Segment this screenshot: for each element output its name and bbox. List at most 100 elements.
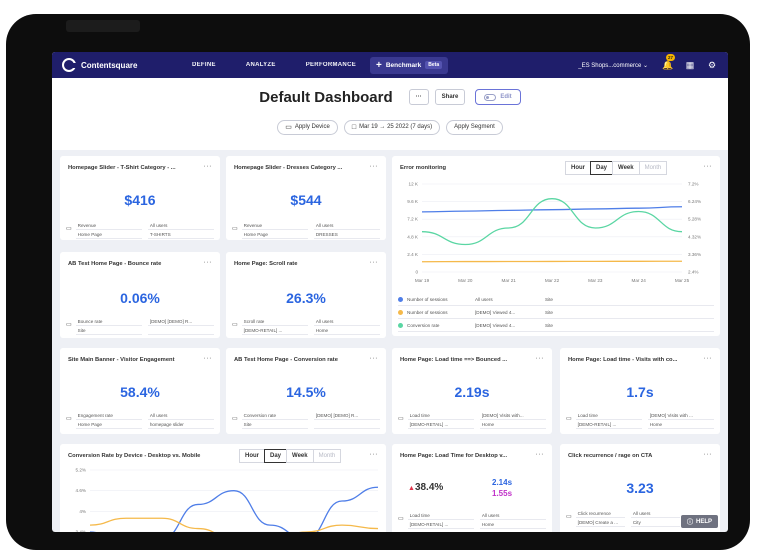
series-line-0 bbox=[421, 206, 683, 213]
card-device-conversion[interactable]: Conversion Rate by Device - Desktop vs. … bbox=[60, 444, 386, 532]
card-bounce-rate[interactable]: AB Test Home Page - Bounce rate ··· 0.06… bbox=[60, 252, 220, 338]
brand-logo[interactable]: Contentsquare bbox=[62, 58, 172, 72]
granularity-hour[interactable]: Hour bbox=[565, 161, 591, 175]
device-icon: ▭ bbox=[285, 124, 292, 131]
card-more-button[interactable]: ··· bbox=[535, 355, 544, 362]
card-more-button[interactable]: ··· bbox=[703, 355, 712, 362]
card-meta: ▭ Engagement rate All users Home Page ho… bbox=[66, 412, 214, 429]
card-more-button[interactable]: ··· bbox=[369, 163, 378, 170]
card-title: Home Page: Load time ==> Bounced ... bbox=[400, 357, 508, 363]
x-tick-label: Mar 21 bbox=[502, 278, 517, 283]
bell-icon[interactable]: 🔔 27 bbox=[662, 54, 676, 70]
card-meta: ▭ Bounce rate [DEMO] [DEMO] R... Site bbox=[66, 318, 214, 335]
granularity-hour[interactable]: Hour bbox=[239, 449, 265, 463]
card-more-button[interactable]: ··· bbox=[703, 163, 712, 170]
series-line-0 bbox=[90, 486, 379, 532]
card-error-monitoring[interactable]: Error monitoring Hour Day Week Month ···… bbox=[392, 156, 720, 336]
nav-define[interactable]: DEFINE bbox=[192, 62, 216, 68]
y-right-tick-label: 2.4% bbox=[688, 270, 698, 275]
apply-segment-button[interactable]: Apply Segment bbox=[446, 119, 503, 135]
meta-metric: Load time bbox=[407, 412, 474, 420]
card-meta: ▭ Revenue All users Home Page T-SHIRTS bbox=[66, 222, 214, 239]
granularity-month[interactable]: Month bbox=[638, 161, 668, 175]
help-button[interactable]: ⓘ HELP bbox=[680, 515, 718, 528]
x-tick-label: Mar 25 bbox=[675, 278, 690, 283]
card-loadtime-desktop[interactable]: Home Page: Load Time for Desktop v... ··… bbox=[392, 444, 552, 532]
granularity-month[interactable]: Month bbox=[312, 449, 342, 463]
card-more-button[interactable]: ··· bbox=[369, 355, 378, 362]
dashboard-more-button[interactable]: ··· bbox=[408, 89, 429, 105]
meta-segment: All users bbox=[147, 412, 214, 420]
meta-zone: Home bbox=[479, 421, 546, 429]
x-tick-label: Mar 20 bbox=[458, 278, 473, 283]
meta-zone: homepage slider bbox=[147, 421, 214, 429]
plus-icon: + bbox=[376, 59, 382, 71]
legend-row: Number of sessions [DEMO] Viewed 4... Si… bbox=[398, 307, 714, 319]
meta-metric: Revenue bbox=[75, 222, 142, 230]
x-tick-label: Mar 24 bbox=[632, 278, 647, 283]
kpi-value: 3.23 bbox=[626, 480, 654, 496]
nav-performance[interactable]: PERFORMANCE bbox=[305, 62, 357, 68]
granularity-week[interactable]: Week bbox=[286, 449, 314, 463]
card-banner-engagement[interactable]: Site Main Banner - Visitor Engagement ··… bbox=[60, 348, 220, 434]
card-more-button[interactable]: ··· bbox=[535, 451, 544, 458]
card-more-button[interactable]: ··· bbox=[203, 163, 212, 170]
card-more-button[interactable]: ··· bbox=[369, 259, 378, 266]
legend-segment: All users bbox=[475, 297, 493, 302]
card-conversion-rate[interactable]: AB Test Home Page - Conversion rate ··· … bbox=[226, 348, 386, 434]
apps-grid-icon[interactable]: ▦ bbox=[685, 59, 695, 70]
dashboard-header: Default Dashboard ··· Share Edit ▭ Apply … bbox=[52, 78, 728, 150]
meta-zone: Home bbox=[647, 421, 714, 429]
date-range-button[interactable]: □ Mar 19 → 25 2022 (7 days) bbox=[343, 119, 441, 135]
device-conversion-chart: 3.4% 4% 4.6% 5.2% bbox=[76, 468, 379, 532]
nav-analyze[interactable]: ANALYZE bbox=[245, 62, 276, 68]
apply-device-button[interactable]: ▭ Apply Device bbox=[277, 119, 338, 135]
app-screen: Contentsquare DEFINE ANALYZE PERFORMANCE… bbox=[52, 52, 728, 532]
legend-segment: [DEMO] Viewed 4... bbox=[475, 310, 516, 315]
card-title: Home Page: Scroll rate bbox=[234, 261, 298, 267]
edit-toggle-button[interactable]: Edit bbox=[475, 89, 521, 105]
meta-segment: All users bbox=[313, 318, 380, 326]
meta-segment: [DEMO] Visits with... bbox=[479, 412, 546, 420]
granularity-week[interactable]: Week bbox=[612, 161, 640, 175]
kpi-value: 2.19s bbox=[454, 384, 490, 400]
card-loadtime-bounced[interactable]: Home Page: Load time ==> Bounced ... ···… bbox=[392, 348, 552, 434]
card-title: AB Test Home Page - Conversion rate bbox=[234, 357, 338, 363]
arrow-up-icon: ▲ bbox=[408, 485, 415, 492]
meta-zone: T-SHIRTS bbox=[147, 231, 214, 239]
meta-page: Home Page bbox=[75, 421, 142, 429]
kpi-value: 58.4% bbox=[120, 384, 160, 400]
card-more-button[interactable]: ··· bbox=[203, 355, 212, 362]
meta-page: Site bbox=[75, 327, 142, 335]
card-tshirt-slider[interactable]: Homepage Slider - T-Shirt Category - ...… bbox=[60, 156, 220, 240]
y-tick-label: 4.6% bbox=[76, 488, 86, 493]
kpi-value: 0.06% bbox=[120, 290, 160, 306]
site-selector[interactable]: _ES Shops...commerce ⌄ bbox=[578, 62, 648, 69]
card-title: Site Main Banner - Visitor Engagement bbox=[68, 357, 175, 363]
card-more-button[interactable]: ··· bbox=[203, 259, 212, 266]
dashboard-title-row: Default Dashboard ··· Share Edit bbox=[52, 86, 728, 108]
card-dresses-slider[interactable]: Homepage Slider - Dresses Category ... ·… bbox=[226, 156, 386, 240]
legend-scope: Site bbox=[545, 297, 553, 302]
granularity-day[interactable]: Day bbox=[590, 161, 614, 175]
granularity-day[interactable]: Day bbox=[264, 449, 288, 463]
card-more-button[interactable]: ··· bbox=[369, 451, 378, 458]
x-tick-label: Mar 19 bbox=[415, 278, 430, 283]
card-loadtime-visits[interactable]: Home Page: Load time - Visits with co...… bbox=[560, 348, 720, 434]
card-more-button[interactable]: ··· bbox=[703, 451, 712, 458]
x-tick-label: Mar 22 bbox=[545, 278, 560, 283]
share-button[interactable]: Share bbox=[434, 89, 466, 105]
meta-metric: Load time bbox=[575, 412, 642, 420]
card-scroll-rate[interactable]: Home Page: Scroll rate ··· 26.3% ▭ Scrol… bbox=[226, 252, 386, 338]
legend-segment: [DEMO] Viewed 4... bbox=[475, 323, 516, 328]
series-line-1 bbox=[89, 517, 379, 532]
settings-gear-icon[interactable]: ⚙ bbox=[707, 59, 717, 70]
card-title: Home Page: Load time - Visits with co... bbox=[568, 357, 678, 363]
card-title: Error monitoring bbox=[400, 165, 447, 171]
notification-badge: 27 bbox=[666, 54, 676, 61]
meta-page: [DEMO] Create a ... bbox=[575, 519, 625, 527]
device-icon: ▭ bbox=[398, 516, 404, 522]
benchmark-button[interactable]: + Benchmark Beta bbox=[370, 56, 449, 74]
device-icon: ▭ bbox=[232, 416, 238, 422]
y-tick-label: 5.2% bbox=[76, 468, 86, 473]
